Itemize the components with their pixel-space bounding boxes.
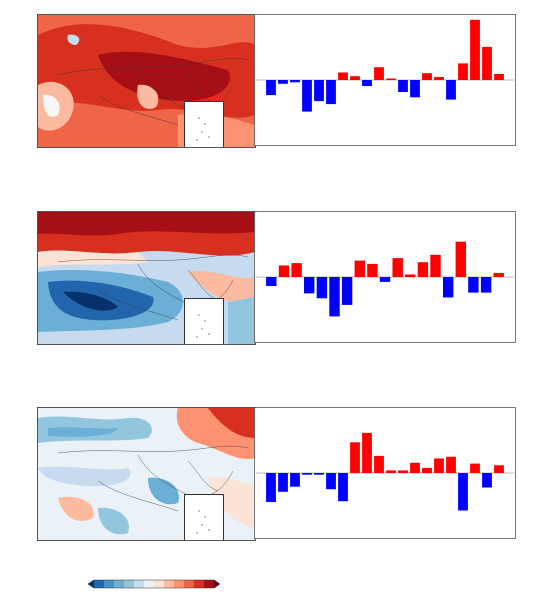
- bar: [470, 463, 480, 473]
- colorbar-segment: [104, 580, 115, 588]
- bar: [316, 277, 328, 299]
- colorbar-segment: [144, 580, 155, 588]
- bar: [350, 76, 360, 80]
- bar: [398, 470, 408, 473]
- bar-chart-1: [254, 14, 516, 146]
- map-field-2: [38, 212, 255, 344]
- colorbar: [87, 574, 221, 589]
- colorbar-segment: [94, 580, 105, 588]
- bar: [367, 263, 378, 277]
- bar: [455, 241, 466, 277]
- bar: [326, 80, 336, 105]
- bar: [314, 473, 324, 475]
- bar: [392, 258, 403, 277]
- bar: [350, 442, 360, 473]
- bar: [443, 277, 454, 298]
- bar: [338, 72, 348, 80]
- bar: [410, 80, 420, 98]
- colorbar-segment: [114, 580, 125, 588]
- map-field-3: [38, 408, 255, 540]
- bar: [405, 274, 416, 277]
- bar: [278, 473, 288, 492]
- bar: [470, 19, 480, 80]
- inset-map-2: [184, 298, 224, 344]
- bar: [290, 80, 300, 83]
- bar: [362, 80, 372, 86]
- bar: [362, 432, 372, 473]
- bar: [417, 262, 429, 277]
- colorbar-segment: [134, 580, 145, 588]
- bar: [374, 67, 384, 80]
- bar: [379, 277, 391, 282]
- bar: [291, 263, 302, 277]
- bar: [278, 80, 288, 84]
- colorbar-segment: [174, 580, 185, 588]
- bar: [434, 77, 444, 80]
- bar: [341, 277, 353, 305]
- colorbar-segment: [184, 580, 195, 588]
- anomaly-map-3: [37, 407, 256, 541]
- colorbar-segment: [154, 580, 165, 588]
- bar: [326, 473, 336, 490]
- inset-map-3: [184, 494, 224, 540]
- bar: [386, 78, 396, 80]
- colorbar-segment: [164, 580, 175, 588]
- colorbar-segment: [194, 580, 205, 588]
- bar: [304, 277, 315, 294]
- anomaly-map-2: [37, 211, 256, 345]
- inset-map-1: [184, 101, 224, 147]
- bar: [266, 473, 276, 502]
- bar: [410, 462, 420, 473]
- bar: [290, 473, 300, 487]
- bar: [482, 473, 492, 488]
- bar: [430, 254, 441, 277]
- colorbar-segment: [124, 580, 135, 588]
- bar-chart-2: [254, 211, 516, 343]
- bar: [422, 467, 432, 473]
- bar: [398, 80, 408, 92]
- bar-chart-3: [254, 407, 516, 539]
- bar: [302, 80, 312, 112]
- colorbar-max-arrow: [214, 580, 220, 588]
- bar: [386, 470, 396, 473]
- bar: [468, 277, 479, 293]
- bar: [458, 63, 468, 80]
- bar: [338, 473, 348, 502]
- bar: [446, 80, 456, 100]
- bar: [266, 277, 277, 286]
- bar: [302, 473, 312, 475]
- anomaly-map-1: [37, 14, 256, 148]
- bar: [354, 260, 365, 277]
- bar: [494, 465, 504, 473]
- bar: [314, 80, 324, 102]
- bar: [374, 455, 384, 473]
- bar: [278, 265, 290, 277]
- bar: [329, 277, 340, 317]
- colorbar-segment: [204, 580, 215, 588]
- bar: [266, 80, 276, 96]
- bar: [434, 458, 444, 473]
- colorbar-min-arrow: [88, 580, 94, 588]
- bar: [480, 277, 492, 293]
- bar: [493, 272, 504, 277]
- bar: [482, 46, 492, 80]
- bar: [458, 473, 468, 511]
- bar: [494, 74, 504, 80]
- bar: [446, 456, 456, 473]
- bar: [422, 73, 432, 80]
